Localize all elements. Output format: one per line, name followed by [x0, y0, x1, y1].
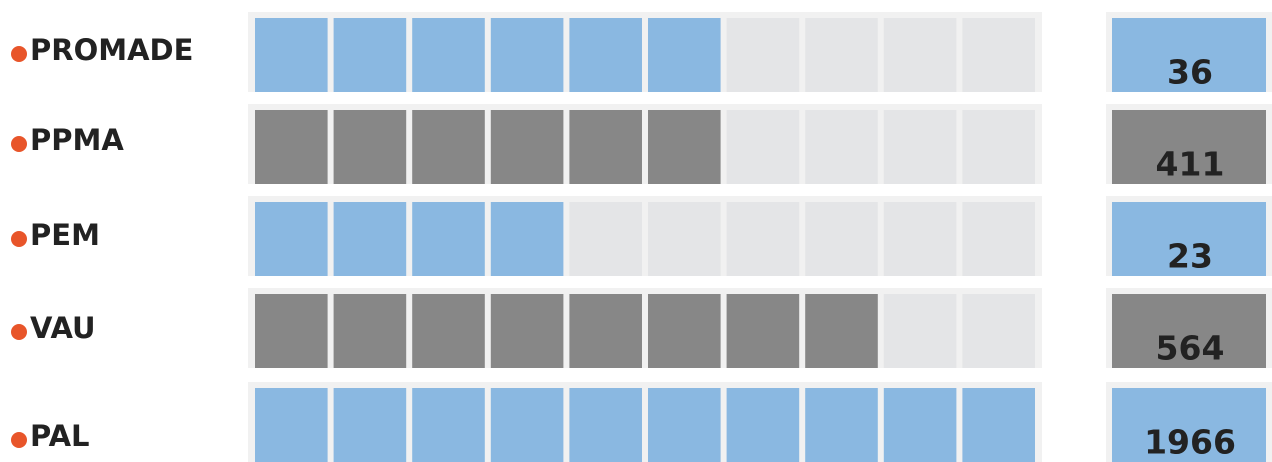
- bullet: [11, 231, 27, 247]
- row-label: PPMA: [30, 123, 124, 157]
- filled-cell: [255, 18, 328, 92]
- row-label: PAL: [30, 419, 90, 453]
- empty-cell: [962, 294, 1035, 368]
- bullet: [11, 324, 27, 340]
- total-value: 411: [1156, 145, 1225, 184]
- row-label: VAU: [30, 311, 96, 345]
- filled-cell: [648, 294, 721, 368]
- empty-cell: [883, 110, 957, 184]
- filled-cell: [333, 294, 407, 368]
- filled-cell: [726, 294, 800, 368]
- empty-cell: [726, 202, 800, 276]
- empty-cell: [883, 294, 957, 368]
- filled-cell: [333, 18, 407, 92]
- filled-cell: [412, 110, 485, 184]
- total-value: 564: [1156, 329, 1225, 368]
- filled-cell: [412, 18, 485, 92]
- filled-cell: [255, 388, 328, 462]
- filled-cell: [569, 110, 642, 184]
- empty-cell: [569, 202, 642, 276]
- filled-cell: [490, 388, 564, 462]
- filled-cell: [726, 388, 800, 462]
- filled-cell: [648, 388, 721, 462]
- filled-cell: [412, 388, 485, 462]
- total-box: [1112, 388, 1266, 462]
- empty-cell: [962, 110, 1035, 184]
- total-value: 23: [1167, 237, 1213, 276]
- filled-cell: [805, 388, 878, 462]
- total-value: 36: [1167, 53, 1213, 92]
- total-box: [1112, 202, 1266, 276]
- filled-cell: [255, 202, 328, 276]
- empty-cell: [962, 18, 1035, 92]
- bullet: [11, 46, 27, 62]
- filled-cell: [333, 110, 407, 184]
- filled-cell: [255, 294, 328, 368]
- filled-cell: [333, 202, 407, 276]
- empty-cell: [726, 18, 800, 92]
- filled-cell: [412, 294, 485, 368]
- filled-cell: [648, 18, 721, 92]
- empty-cell: [726, 110, 800, 184]
- filled-cell: [490, 110, 564, 184]
- filled-cell: [255, 110, 328, 184]
- row-label: PEM: [30, 218, 100, 252]
- filled-cell: [490, 202, 564, 276]
- filled-cell: [569, 294, 642, 368]
- empty-cell: [883, 18, 957, 92]
- bullet: [11, 136, 27, 152]
- empty-cell: [648, 202, 721, 276]
- empty-cell: [805, 202, 878, 276]
- bullet: [11, 432, 27, 448]
- total-box: [1112, 18, 1266, 92]
- filled-cell: [412, 202, 485, 276]
- filled-cell: [648, 110, 721, 184]
- total-value: 1966: [1144, 423, 1236, 462]
- empty-cell: [883, 202, 957, 276]
- filled-cell: [569, 388, 642, 462]
- empty-cell: [962, 202, 1035, 276]
- filled-cell: [490, 18, 564, 92]
- filled-cell: [805, 294, 878, 368]
- filled-cell: [962, 388, 1035, 462]
- empty-cell: [805, 110, 878, 184]
- filled-cell: [569, 18, 642, 92]
- empty-cell: [805, 18, 878, 92]
- total-box: [1112, 110, 1266, 184]
- filled-cell: [333, 388, 407, 462]
- filled-cell: [490, 294, 564, 368]
- filled-cell: [883, 388, 957, 462]
- row-label: PROMADE: [30, 33, 193, 67]
- total-box: [1112, 294, 1266, 368]
